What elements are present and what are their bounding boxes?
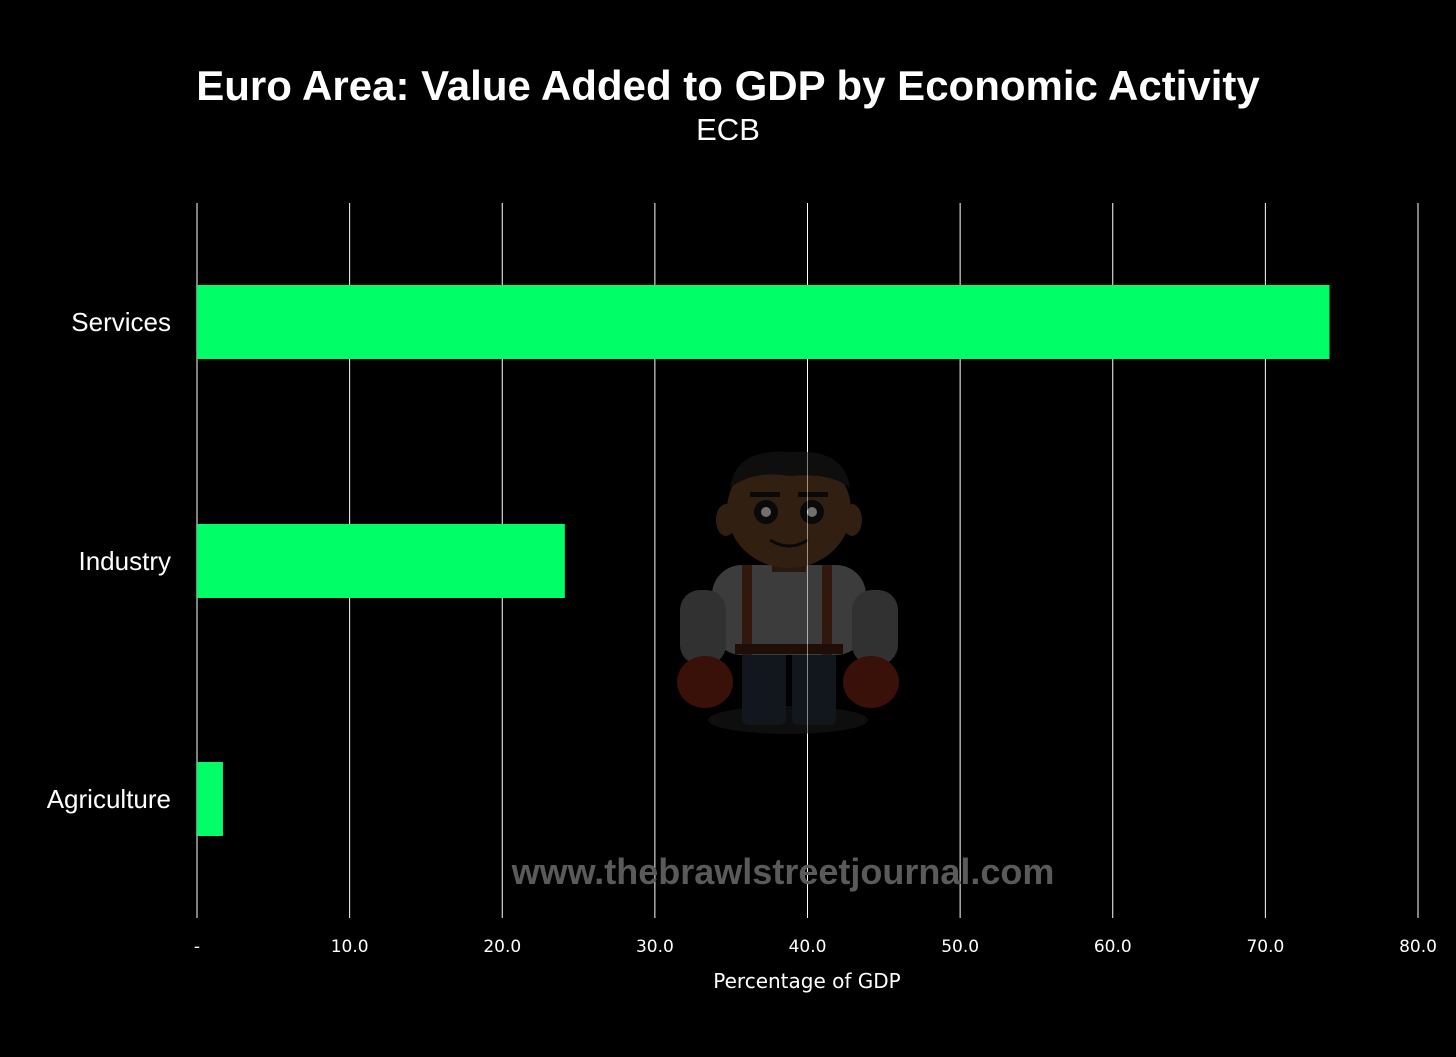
x-tick-label: 30.0 <box>636 937 674 957</box>
chart-title: Euro Area: Value Added to GDP by Economi… <box>196 62 1260 109</box>
x-tick-labels: - 10.0 20.0 30.0 40.0 50.0 60.0 70.0 80.0 <box>194 937 1437 957</box>
bars <box>197 285 1330 836</box>
category-label-services: Services <box>71 307 171 337</box>
x-axis-label: Percentage of GDP <box>713 969 900 993</box>
bar-agriculture <box>197 762 223 836</box>
category-label-agriculture: Agriculture <box>47 784 171 814</box>
x-tick-label: 60.0 <box>1094 937 1132 957</box>
watermark-text: www.thebrawlstreetjournal.com <box>511 851 1055 892</box>
mascot-logo <box>677 451 899 734</box>
x-tick-label: 50.0 <box>941 937 979 957</box>
bar-industry <box>197 524 565 598</box>
x-tick-label: - <box>194 937 200 957</box>
bar-services <box>197 285 1330 359</box>
x-tick-label: 80.0 <box>1399 937 1437 957</box>
x-tick-label: 70.0 <box>1246 937 1284 957</box>
chart-subtitle: ECB <box>696 112 760 147</box>
category-label-industry: Industry <box>79 546 172 576</box>
x-tick-label: 20.0 <box>483 937 521 957</box>
x-tick-label: 10.0 <box>331 937 369 957</box>
x-tick-label: 40.0 <box>789 937 827 957</box>
category-labels: Services Industry Agriculture <box>47 307 171 814</box>
